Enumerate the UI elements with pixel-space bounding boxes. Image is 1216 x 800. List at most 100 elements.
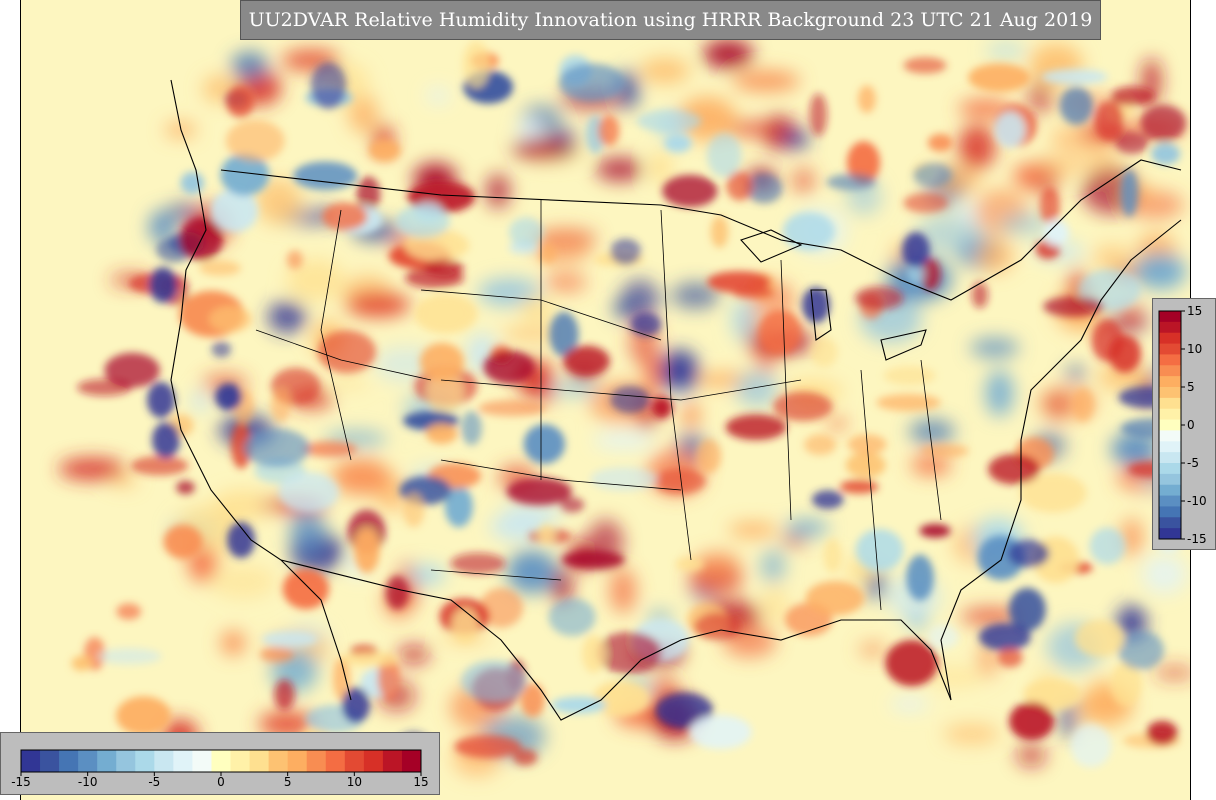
innovation-blob — [703, 39, 754, 69]
innovation-blob — [267, 301, 307, 334]
innovation-blob — [501, 327, 564, 340]
innovation-blob — [1016, 743, 1046, 768]
colorbar-swatch — [1159, 463, 1181, 475]
innovation-blob — [662, 174, 718, 208]
innovation-blob — [839, 479, 879, 494]
innovation-blob — [549, 311, 579, 357]
innovation-blob — [230, 422, 252, 469]
innovation-blob — [1120, 169, 1139, 217]
innovation-blob — [802, 287, 830, 323]
colorbar-tick-label: -5 — [1187, 456, 1199, 470]
innovation-blob — [883, 365, 936, 386]
vertical-colorbar: 15 10 5 0 -5 -10 -15 — [1152, 298, 1216, 550]
innovation-blob — [512, 748, 538, 766]
innovation-blob — [71, 655, 92, 671]
innovation-blob — [927, 133, 953, 152]
innovation-blob — [943, 723, 1000, 745]
innovation-blob — [726, 171, 754, 201]
colorbar-swatch — [40, 750, 60, 772]
innovation-blob — [1115, 131, 1149, 155]
innovation-blob — [811, 490, 844, 509]
innovation-blob — [402, 492, 425, 528]
innovation-blob — [479, 587, 524, 628]
innovation-blob — [784, 519, 830, 536]
innovation-blob — [243, 428, 311, 468]
innovation-blob — [630, 312, 662, 337]
colorbar-tick-label: -10 — [78, 775, 98, 789]
innovation-blob — [538, 523, 555, 545]
innovation-blob — [1027, 77, 1053, 115]
colorbar-tick-label: 0 — [217, 775, 225, 789]
innovation-blob — [682, 402, 700, 427]
innovation-blob — [724, 121, 775, 137]
innovation-blob — [659, 349, 699, 393]
innovation-blob — [270, 388, 291, 423]
innovation-blob — [1121, 517, 1143, 557]
innovation-blob — [227, 522, 255, 558]
colorbar-swatch — [116, 750, 136, 772]
innovation-blob — [675, 557, 704, 571]
innovation-blob — [1013, 164, 1042, 188]
colorbar-swatch — [1159, 484, 1181, 497]
innovation-blob — [876, 393, 941, 412]
innovation-blob — [1008, 587, 1046, 632]
innovation-blob — [907, 262, 926, 285]
innovation-blob — [116, 696, 172, 736]
innovation-blob — [960, 607, 1022, 626]
innovation-blob — [517, 117, 543, 143]
innovation-blob — [563, 345, 610, 377]
innovation-blob — [396, 204, 450, 238]
innovation-blob — [1140, 104, 1187, 142]
innovation-blob — [385, 575, 409, 610]
innovation-blob — [209, 564, 277, 599]
innovation-blob — [826, 173, 877, 191]
colorbar-swatch — [401, 750, 422, 772]
innovation-blob — [346, 292, 411, 317]
innovation-blob — [1098, 362, 1146, 391]
innovation-blob — [653, 468, 706, 495]
innovation-blob — [855, 528, 904, 572]
innovation-blob — [477, 278, 542, 307]
innovation-blob — [1074, 619, 1125, 657]
innovation-blob — [858, 642, 887, 657]
innovation-blob — [906, 554, 934, 601]
colorbar-swatch — [1159, 354, 1181, 366]
innovation-blob — [710, 215, 729, 248]
innovation-blob — [289, 508, 327, 555]
innovation-blob — [165, 202, 201, 223]
innovation-blob — [978, 623, 1031, 651]
innovation-blob — [732, 70, 800, 92]
innovation-blob — [728, 522, 778, 538]
innovation-blob — [826, 416, 848, 431]
innovation-blob — [506, 477, 572, 506]
innovation-blob — [639, 57, 690, 84]
map-area — [20, 0, 1191, 800]
innovation-blob — [508, 217, 544, 247]
colorbar-tick-label: -10 — [1187, 494, 1207, 508]
colorbar-tick-label: 10 — [1187, 342, 1202, 356]
colorbar-swatch — [21, 750, 41, 772]
colorbar-swatch — [230, 750, 251, 772]
innovation-blob — [1110, 661, 1143, 706]
innovation-blob — [511, 136, 574, 160]
innovation-blob — [293, 161, 358, 191]
innovation-blob — [97, 648, 162, 665]
innovation-blob — [368, 139, 401, 162]
colorbar-swatch — [1159, 452, 1181, 464]
innovation-blob — [478, 399, 546, 417]
innovation-blob — [147, 382, 175, 418]
innovation-blob — [1117, 630, 1164, 670]
innovation-blob — [282, 568, 330, 610]
innovation-blob — [1154, 666, 1190, 680]
innovation-blob — [1039, 186, 1060, 225]
colorbar-swatch — [268, 750, 289, 772]
innovation-blob — [427, 371, 463, 415]
colorbar-swatch — [1159, 517, 1181, 529]
state-lines — [255, 200, 942, 611]
colorbar-tick-label: 10 — [347, 775, 362, 789]
innovation-blob — [450, 552, 506, 575]
innovation-blob — [462, 40, 491, 89]
colorbar-swatch — [1159, 430, 1181, 442]
innovation-blob — [595, 157, 644, 181]
innovation-blob — [560, 497, 585, 513]
